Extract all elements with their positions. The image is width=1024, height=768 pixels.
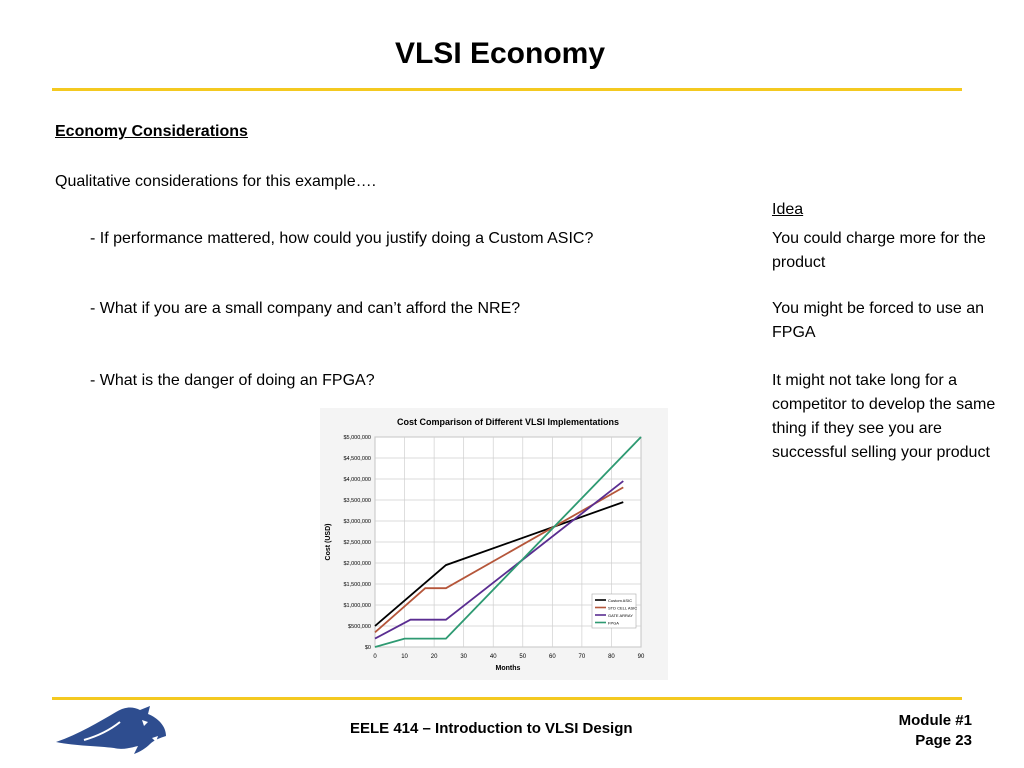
question-2: - What if you are a small company and ca… (90, 300, 521, 317)
y-tick-label: $500,000 (348, 624, 371, 630)
slide-title: VLSI Economy (394, 37, 606, 70)
answer-3: It might not take long for a competitor … (772, 372, 996, 461)
bobcat-logo (54, 704, 170, 763)
answer-2: You might be forced to use an FPGA (772, 300, 984, 341)
y-tick-label: $4,500,000 (343, 456, 371, 462)
footer-course-title: EELE 414 – Introduction to VLSI Design (350, 720, 633, 737)
section-heading: Economy Considerations (55, 123, 248, 140)
x-axis-label: Months (496, 665, 521, 672)
chart-title: Cost Comparison of Different VLSI Implem… (397, 417, 619, 427)
y-tick-label: $3,500,000 (343, 498, 371, 504)
x-tick-label: 30 (460, 654, 467, 660)
x-tick-label: 80 (608, 654, 615, 660)
series-line (374, 436, 642, 648)
x-tick-label: 50 (519, 654, 526, 660)
footer-module: Module #1 (898, 712, 972, 729)
x-tick-label: 70 (579, 654, 586, 660)
question-1: - If performance mattered, how could you… (90, 230, 594, 247)
legend-label: FPGA (608, 620, 619, 625)
x-tick-label: 10 (401, 654, 408, 660)
legend-label: GATE ARRAY (608, 613, 633, 618)
y-tick-label: $0 (365, 645, 371, 651)
question-3: - What is the danger of doing an FPGA? (90, 372, 375, 389)
y-axis-label: Cost (USD) (325, 524, 332, 561)
x-tick-label: 0 (373, 654, 377, 660)
footer-module-info: Module #1 Page 23 (899, 711, 972, 751)
y-tick-label: $1,500,000 (343, 582, 371, 588)
y-tick-label: $4,000,000 (343, 477, 371, 483)
answer-1: You could charge more for the product (772, 230, 986, 271)
series-line (374, 501, 624, 627)
intro-text: Qualitative considerations for this exam… (55, 173, 377, 190)
x-tick-label: 90 (638, 654, 645, 660)
legend-label: STD CELL ASIC (608, 605, 637, 610)
y-tick-label: $3,000,000 (343, 519, 371, 525)
idea-label: Idea (772, 201, 804, 218)
y-tick-label: $5,000,000 (343, 435, 371, 441)
cost-comparison-chart: Cost Comparison of Different VLSI Implem… (320, 408, 668, 680)
bottom-divider (52, 697, 962, 700)
y-tick-label: $2,000,000 (343, 561, 371, 567)
series-line (374, 486, 624, 633)
x-tick-label: 40 (490, 654, 497, 660)
y-tick-label: $1,000,000 (343, 603, 371, 609)
y-tick-label: $2,500,000 (343, 540, 371, 546)
footer-page: Page 23 (915, 732, 972, 749)
chart-svg: Cost Comparison of Different VLSI Implem… (325, 417, 645, 672)
x-tick-label: 60 (549, 654, 556, 660)
series-line (374, 480, 624, 640)
legend-label: Custom ASIC (608, 598, 632, 603)
x-tick-label: 20 (431, 654, 438, 660)
top-divider (52, 88, 962, 91)
